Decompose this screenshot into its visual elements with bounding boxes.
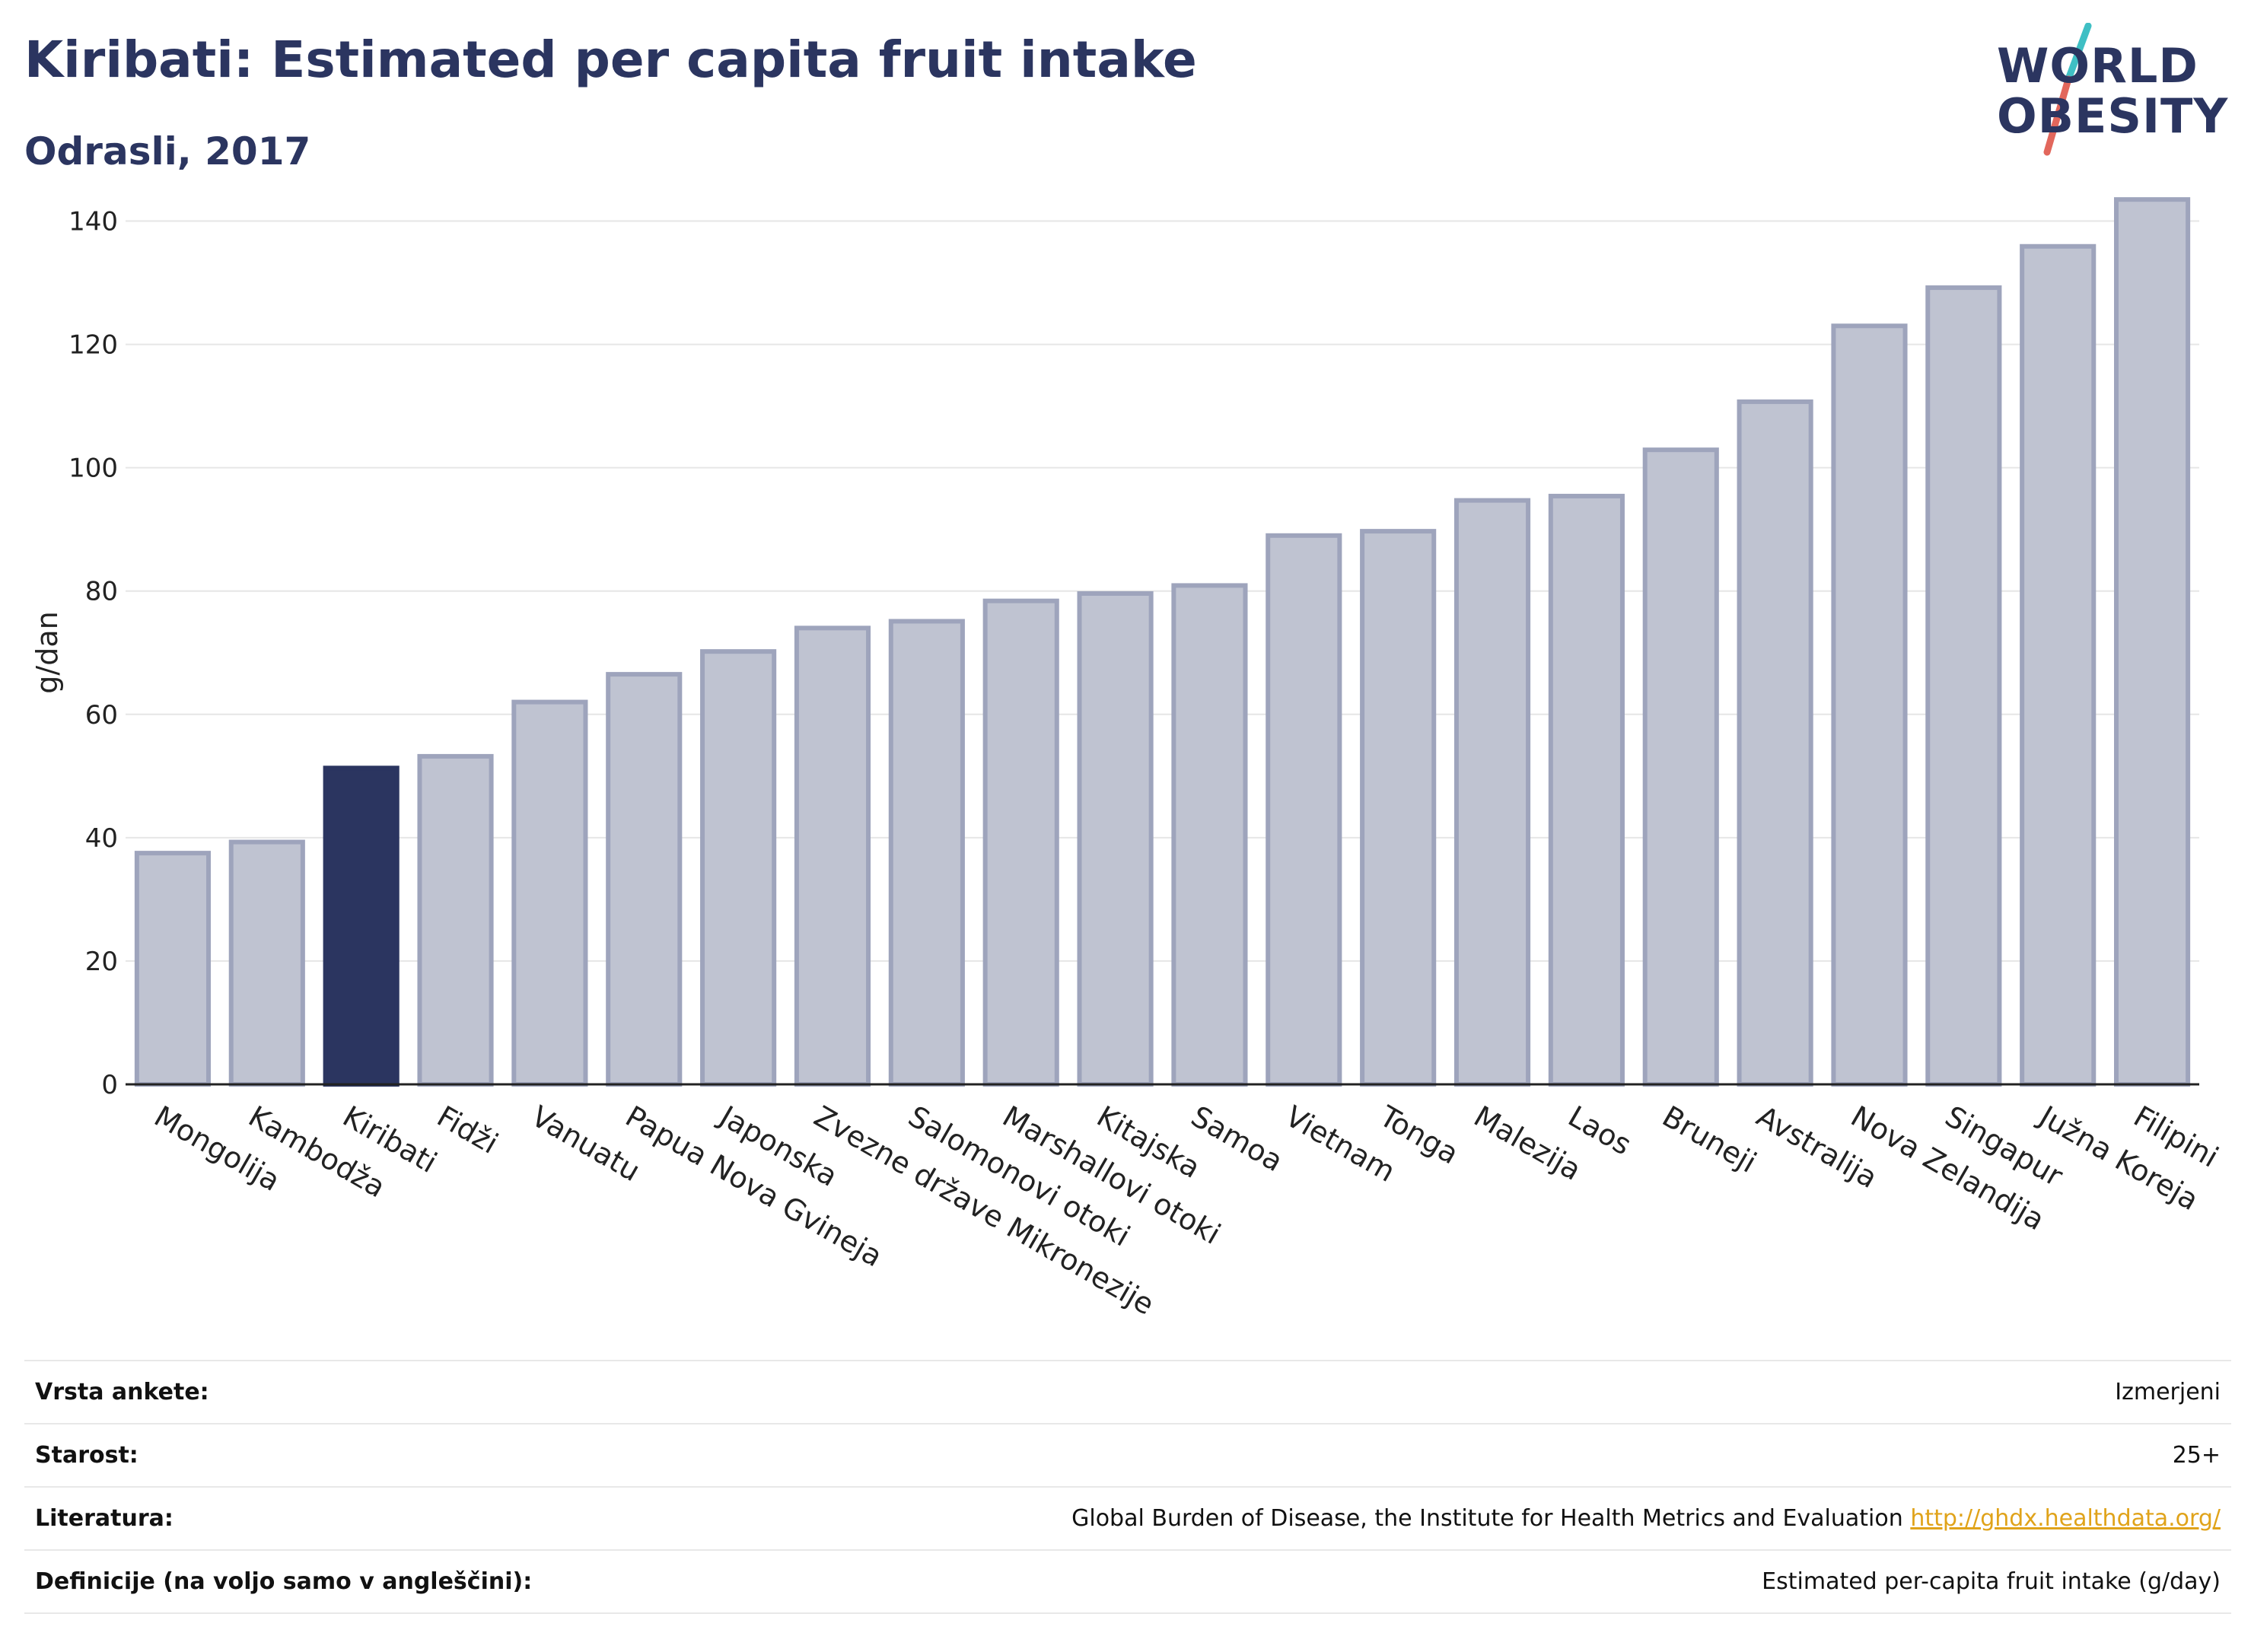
bar-kiribati: [323, 766, 400, 1087]
info-value: Global Burden of Disease, the Institute …: [1071, 1505, 1903, 1532]
chart-subtitle: Odrasli, 2017: [24, 129, 311, 173]
logo-text-world: WORLD: [1997, 38, 2198, 94]
bar-samoa: [1171, 583, 1248, 1087]
bar-južna-koreja: [2020, 244, 2097, 1087]
source-link[interactable]: http://ghdx.healthdata.org/: [1910, 1505, 2221, 1532]
bar-filipini: [2114, 197, 2191, 1087]
info-value-with-link: Global Burden of Disease, the Institute …: [702, 1486, 2231, 1550]
bar-avstralija: [1737, 399, 1813, 1087]
logo-slash-red: [2043, 75, 2072, 156]
info-row-definitions: Definicije (na voljo samo v angleščini):…: [24, 1549, 2231, 1614]
bar-kambodža: [228, 839, 305, 1087]
info-key: Definicije (na voljo samo v angleščini):: [24, 1549, 702, 1614]
bar-mongolija: [134, 851, 211, 1087]
info-value: Izmerjeni: [702, 1360, 2231, 1424]
logo-text-obesity: OBESITY: [1997, 88, 2229, 144]
info-key: Starost:: [24, 1423, 702, 1487]
info-row-age: Starost: 25+: [24, 1423, 2231, 1487]
y-tick-label: 120: [68, 330, 118, 361]
bar-fidži: [417, 753, 494, 1087]
info-key: Vrsta ankete:: [24, 1360, 702, 1424]
info-row-references: Literatura: Global Burden of Disease, th…: [24, 1486, 2231, 1550]
x-tick-label: Samoa: [1186, 1100, 1288, 1179]
bar-singapur: [1925, 285, 2002, 1087]
y-tick-label: 60: [85, 700, 118, 731]
info-key: Literatura:: [24, 1486, 702, 1550]
info-row-survey-type: Vrsta ankete: Izmerjeni: [24, 1360, 2231, 1424]
y-tick-label: 20: [85, 947, 118, 977]
bar-zvezne-države-mikronezije: [794, 625, 871, 1087]
y-tick-label: 80: [85, 577, 118, 607]
y-tick-label: 140: [68, 207, 118, 237]
x-tick-label: Fidži: [431, 1100, 504, 1160]
info-value: Estimated per-capita fruit intake (g/day…: [702, 1549, 2231, 1614]
bar-kitajska: [1077, 590, 1154, 1087]
world-obesity-logo: WORLD OBESITY: [1979, 23, 2237, 160]
bar-vietnam: [1266, 533, 1342, 1087]
y-tick-label: 0: [101, 1070, 118, 1100]
y-tick-labels: 0 20 40 60 80 100 120 140: [68, 207, 118, 1100]
bars: [134, 197, 2191, 1087]
y-tick-label: 40: [85, 823, 118, 854]
logo-slash-teal: [2065, 23, 2092, 83]
bar-laos: [1548, 493, 1625, 1087]
x-tick-label: Vanuatu: [526, 1100, 646, 1188]
logo-slash-icon: [2043, 23, 2092, 156]
x-tick-label: Malezija: [1468, 1100, 1587, 1187]
y-axis-label: g/dan: [30, 611, 64, 693]
y-tick-label: 100: [68, 454, 118, 484]
bar-tonga: [1360, 529, 1437, 1087]
bar-vanuatu: [511, 699, 588, 1087]
x-tick-label: Bruneji: [1657, 1100, 1762, 1179]
info-table: Vrsta ankete: Izmerjeni Starost: 25+ Lit…: [24, 1360, 2231, 1614]
bar-malezija: [1453, 498, 1531, 1087]
bar-nova-zelandija: [1831, 323, 1908, 1087]
bar-bruneji: [1642, 447, 1719, 1087]
bar-japonska: [700, 649, 777, 1087]
bar-papua-nova-gvineja: [606, 672, 683, 1087]
chart-title: Kiribati: Estimated per capita fruit int…: [24, 30, 1197, 89]
bar-salomonovi-otoki: [888, 619, 965, 1087]
info-value: 25+: [702, 1423, 2231, 1487]
bar-marshallovi-otoki: [982, 598, 1059, 1087]
